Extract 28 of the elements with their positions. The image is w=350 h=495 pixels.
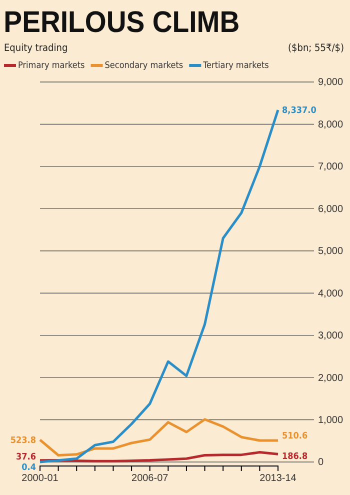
line-series	[38, 108, 280, 464]
y-tick-label: 3,000	[318, 330, 344, 342]
y-tick-label: 2,000	[318, 372, 344, 384]
data-label: 523.8	[10, 436, 36, 446]
legend-label: Secondary markets	[104, 61, 184, 71]
chart-subtitle: Equity trading	[4, 43, 68, 54]
chart-title: PERILOUS CLIMB	[4, 6, 240, 40]
data-label: 37.6	[16, 452, 36, 462]
line-series	[38, 451, 280, 462]
y-tick-label: 0	[318, 457, 324, 468]
y-tick-label: 9,000	[318, 77, 344, 88]
y-tick-label: 4,000	[318, 288, 344, 300]
data-label: 8,337.0	[282, 106, 317, 116]
legend-label: Primary markets	[18, 61, 85, 71]
data-label: 0.4	[22, 462, 36, 473]
line-series	[38, 418, 280, 456]
x-tick-label: 2000-01	[22, 473, 59, 484]
y-tick-label: 5,000	[318, 246, 344, 258]
data-label: 186.8	[282, 452, 308, 462]
y-tick-label: 1,000	[318, 414, 344, 426]
x-tick-label: 2006-07	[131, 473, 169, 484]
x-tick-label: 2013-14	[260, 473, 297, 484]
y-tick-label: 7,000	[318, 162, 344, 173]
data-label: 510.6	[282, 431, 308, 442]
legend-label: Tertiary markets	[202, 61, 269, 71]
y-tick-label: 8,000	[318, 119, 344, 130]
text: ($bn; 55₹/$)	[288, 43, 344, 54]
y-tick-label: 6,000	[318, 204, 344, 215]
